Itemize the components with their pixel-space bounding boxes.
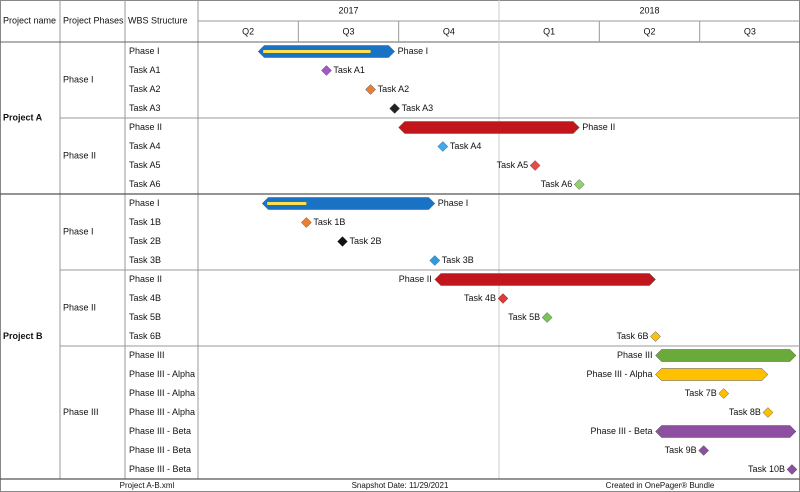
wbs-label: Task A1	[129, 65, 161, 75]
phase-bar	[261, 197, 436, 210]
wbs-label: Phase II	[129, 122, 162, 132]
phase-bar	[398, 121, 580, 134]
bar-label: Phase II	[399, 274, 432, 284]
phase-label: Phase II	[63, 302, 96, 312]
milestone	[429, 255, 441, 266]
wbs-label: Task A3	[129, 103, 161, 113]
bar-label: Phase I	[398, 46, 429, 56]
wbs-label: Task A5	[129, 160, 161, 170]
bar-label: Phase III - Beta	[590, 426, 652, 436]
footer-text: Created in OnePager® Bundle	[606, 481, 715, 490]
milestone	[529, 160, 541, 171]
year-label: 2018	[639, 5, 659, 15]
milestone	[389, 103, 401, 114]
progress-bar	[267, 202, 307, 205]
milestone-label: Task 5B	[508, 312, 540, 322]
wbs-label: Task 2B	[129, 236, 161, 246]
footer-text: Snapshot Date: 11/29/2021	[352, 481, 449, 490]
quarter-label: Q2	[242, 26, 254, 36]
milestone	[698, 445, 710, 456]
milestone-label: Task A2	[378, 84, 410, 94]
column-header: Project Phases	[63, 15, 124, 25]
wbs-label: Task A4	[129, 141, 161, 151]
quarter-label: Q4	[443, 26, 455, 36]
wbs-label: Phase III - Beta	[129, 445, 191, 455]
phase-bar	[655, 349, 797, 362]
wbs-label: Phase II	[129, 274, 162, 284]
phase-bar	[434, 273, 656, 286]
milestone	[762, 407, 774, 418]
wbs-label: Phase III - Alpha	[129, 369, 195, 379]
bar-label: Phase I	[438, 198, 469, 208]
milestone	[497, 293, 509, 304]
milestone	[337, 236, 348, 247]
wbs-label: Phase III - Beta	[129, 426, 191, 436]
milestone	[321, 65, 332, 76]
milestone-label: Task 3B	[442, 255, 474, 265]
bar-label: Phase II	[582, 122, 615, 132]
phase-bar	[655, 425, 797, 438]
wbs-label: Phase III - Alpha	[129, 407, 195, 417]
milestone-label: Task A4	[450, 141, 482, 151]
progress-bar	[263, 50, 371, 53]
milestone-label: Task A3	[402, 103, 434, 113]
wbs-label: Phase I	[129, 198, 160, 208]
wbs-label: Phase III - Alpha	[129, 388, 195, 398]
wbs-label: Task 5B	[129, 312, 161, 322]
phase-label: Phase I	[63, 74, 94, 84]
phase-label: Phase III	[63, 407, 99, 417]
milestone-label: Task A5	[497, 160, 529, 170]
milestone-label: Task A6	[541, 179, 573, 189]
project-label: Project A	[3, 112, 43, 122]
milestone	[541, 312, 553, 323]
phase-bar	[655, 368, 769, 381]
quarter-label: Q2	[643, 26, 655, 36]
milestone-label: Task 7B	[685, 388, 717, 398]
column-header: Project name	[3, 15, 56, 25]
milestone-label: Task 1B	[313, 217, 345, 227]
bar-label: Phase III - Alpha	[586, 369, 652, 379]
quarter-label: Q3	[744, 26, 756, 36]
milestone	[786, 464, 798, 475]
bar-label: Phase III	[617, 350, 653, 360]
wbs-label: Task 1B	[129, 217, 161, 227]
milestone-label: Task 9B	[665, 445, 697, 455]
milestone-label: Task 2B	[349, 236, 381, 246]
phase-label: Phase II	[63, 150, 96, 160]
wbs-label: Task A6	[129, 179, 161, 189]
milestone-label: Task 6B	[617, 331, 649, 341]
milestone	[718, 388, 730, 399]
milestone	[437, 141, 449, 152]
milestone-label: Task A1	[333, 65, 365, 75]
year-label: 2017	[338, 5, 358, 15]
quarter-label: Q1	[543, 26, 555, 36]
milestone	[573, 179, 585, 190]
milestone	[365, 84, 376, 95]
wbs-label: Task A2	[129, 84, 161, 94]
milestone	[650, 331, 661, 342]
phase-label: Phase I	[63, 226, 94, 236]
footer-text: Project A-B.xml	[120, 481, 175, 490]
project-label: Project B	[3, 331, 43, 341]
milestone-label: Task 10B	[748, 464, 785, 474]
wbs-label: Task 4B	[129, 293, 161, 303]
wbs-label: Phase III - Beta	[129, 464, 191, 474]
milestone-label: Task 4B	[464, 293, 496, 303]
milestone-label: Task 8B	[729, 407, 761, 417]
quarter-label: Q3	[342, 26, 354, 36]
wbs-label: Phase III	[129, 350, 165, 360]
wbs-label: Phase I	[129, 46, 160, 56]
wbs-label: Task 3B	[129, 255, 161, 265]
column-header: WBS Structure	[128, 15, 188, 25]
wbs-label: Task 6B	[129, 331, 161, 341]
milestone	[301, 217, 312, 228]
